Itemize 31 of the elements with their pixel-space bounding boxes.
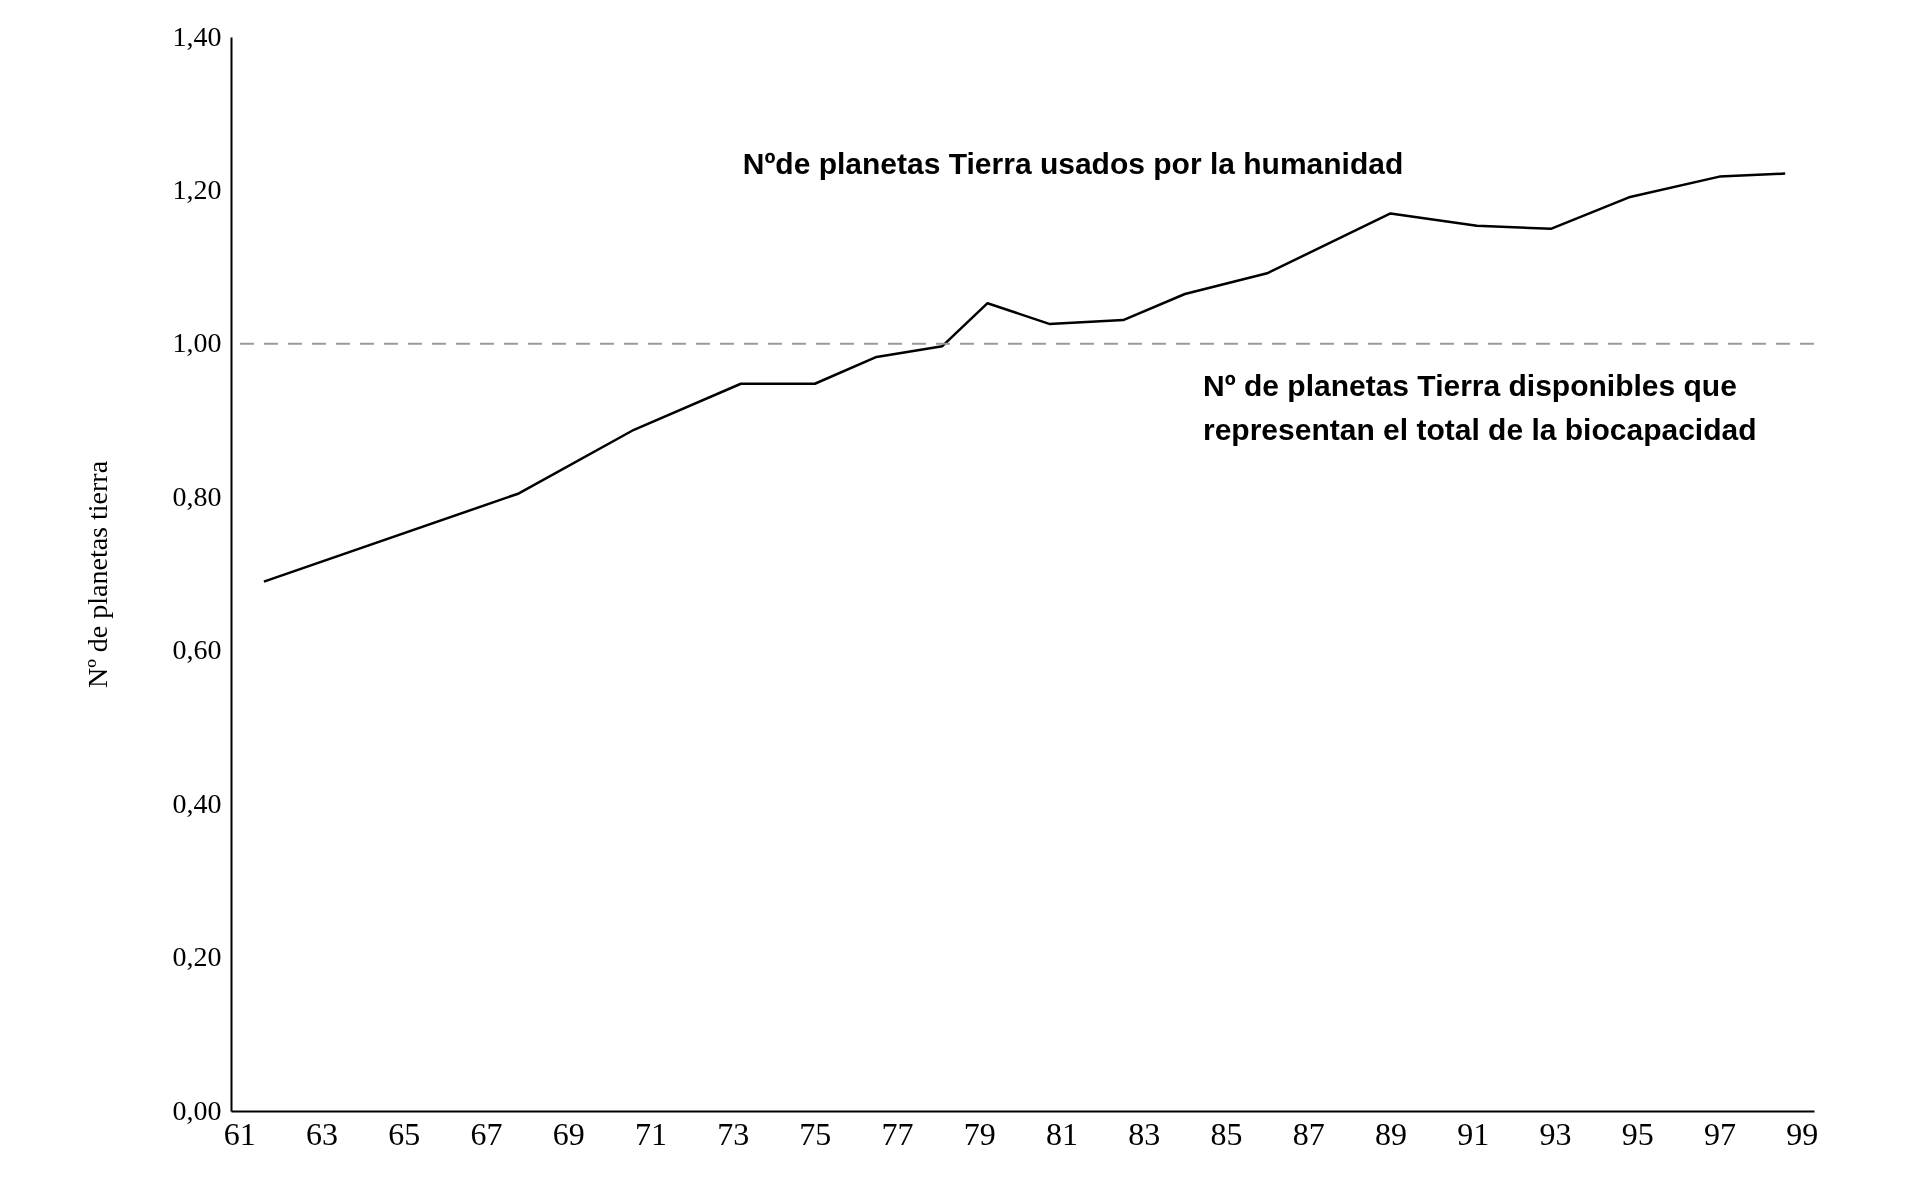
y-axis-title: Nº de planetas tierra	[81, 460, 113, 689]
y-tick-label: 1,00	[172, 327, 222, 359]
y-tick-label: 0,60	[172, 634, 222, 666]
x-tick-label: 87	[1292, 1115, 1325, 1152]
x-tick-label: 85	[1210, 1115, 1243, 1152]
x-tick-label: 65	[388, 1115, 421, 1152]
y-tick-label: 0,20	[172, 941, 222, 973]
y-tick-label: 0,80	[172, 480, 222, 512]
x-tick-label: 75	[799, 1115, 832, 1152]
x-tick-label: 71	[634, 1115, 667, 1152]
x-tick-label: 99	[1786, 1115, 1819, 1152]
x-tick-label: 67	[470, 1115, 503, 1152]
y-tick-label: 0,40	[172, 787, 222, 819]
x-tick-label: 91	[1457, 1115, 1490, 1152]
x-tick-label: 61	[223, 1115, 256, 1152]
y-tick-label: 1,20	[172, 173, 222, 205]
x-tick-label: 63	[305, 1115, 338, 1152]
y-tick-label: 0,00	[172, 1094, 222, 1126]
x-tick-label: 79	[963, 1115, 996, 1152]
x-tick-label: 77	[881, 1115, 914, 1152]
x-tick-label: 83	[1128, 1115, 1161, 1152]
y-tick-label: 1,40	[172, 20, 222, 52]
ref-line-label: Nº de planetas Tierra disponibles que representan el total de la biocapacidad	[1203, 368, 1757, 446]
x-tick-label: 81	[1046, 1115, 1079, 1152]
x-tick-label: 93	[1539, 1115, 1572, 1152]
x-tick-label: 97	[1703, 1115, 1736, 1152]
x-tick-label: 73	[717, 1115, 750, 1152]
x-tick-label: 95	[1621, 1115, 1654, 1152]
x-tick-label: 69	[552, 1115, 585, 1152]
x-tick-label: 89	[1375, 1115, 1407, 1152]
annotation: Nºde planetas Tierra usados por la humanidad	[742, 147, 1404, 180]
